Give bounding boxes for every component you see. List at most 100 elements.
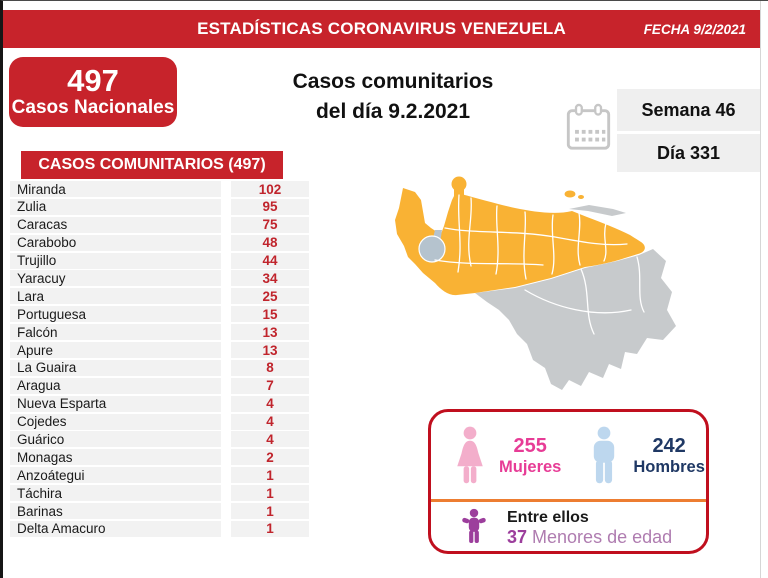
- women-label: Mujeres: [499, 457, 562, 476]
- table-row: Apure 13: [10, 342, 310, 359]
- column-gap: [221, 431, 231, 447]
- state-name: Anzoátegui: [10, 467, 221, 484]
- state-name: Aragua: [10, 377, 221, 394]
- column-gap: [221, 360, 231, 376]
- column-gap: [221, 449, 231, 465]
- women-group: 255 Mujeres: [453, 426, 561, 486]
- calendar-icon: [566, 103, 611, 150]
- table-row: Anzoátegui 1: [10, 467, 310, 484]
- column-gap: [221, 324, 231, 340]
- community-table-header: CASOS COMUNITARIOS (497): [21, 151, 283, 179]
- state-value: 48: [231, 234, 309, 251]
- header-date: FECHA 9/2/2021: [643, 21, 746, 37]
- table-row: Trujillo 44: [10, 252, 310, 269]
- state-value: 4: [231, 413, 309, 430]
- table-row: Delta Amacuro 1: [10, 520, 310, 537]
- column-gap: [221, 485, 231, 501]
- state-name: Portuguesa: [10, 306, 221, 323]
- state-name: Delta Amacuro: [10, 520, 221, 537]
- state-value: 2: [231, 449, 309, 466]
- men-label: Hombres: [633, 457, 705, 476]
- state-value: 4: [231, 431, 309, 448]
- table-row: La Guaira 8: [10, 359, 310, 376]
- state-name: Guárico: [10, 431, 221, 448]
- state-name: Miranda: [10, 181, 221, 197]
- column-gap: [221, 521, 231, 537]
- column-gap: [221, 306, 231, 322]
- state-value: 1: [231, 467, 309, 484]
- state-value: 8: [231, 359, 309, 376]
- table-row: Monagas 2: [10, 449, 310, 466]
- day-box: Día 331: [617, 134, 760, 172]
- table-row: Táchira 1: [10, 485, 310, 502]
- table-row: Nueva Esparta 4: [10, 395, 310, 412]
- column-gap: [221, 199, 231, 215]
- table-row: Yaracuy 34: [10, 270, 310, 287]
- orange-divider: [431, 499, 706, 502]
- state-name: Zulia: [10, 198, 221, 215]
- child-icon: [462, 508, 486, 543]
- table-row: Zulia 95: [10, 198, 310, 215]
- state-value: 1: [231, 520, 309, 537]
- minors-label: Menores de edad: [527, 527, 673, 547]
- map-margarita-island: [564, 190, 576, 198]
- national-cases-label: Casos Nacionales: [11, 97, 175, 118]
- map-paria-peninsula: [569, 205, 626, 216]
- table-row: Caracas 75: [10, 216, 310, 233]
- male-icon: [594, 426, 615, 483]
- state-value: 75: [231, 216, 309, 233]
- table-row: Miranda 102: [10, 181, 310, 197]
- table-row: Carabobo 48: [10, 234, 310, 251]
- page-right-edge: [760, 1, 761, 578]
- page-title: ESTADÍSTICAS CORONAVIRUS VENEZUELA: [197, 19, 566, 38]
- column-gap: [221, 235, 231, 251]
- men-group: 242 Hombres: [587, 426, 705, 486]
- table-row: Lara 25: [10, 288, 310, 305]
- column-gap: [221, 342, 231, 358]
- state-name: Cojedes: [10, 413, 221, 430]
- gender-top-row: 255 Mujeres 242 Hombres: [431, 412, 706, 499]
- national-cases-value: 497: [67, 63, 119, 98]
- column-gap: [221, 253, 231, 269]
- minors-value: 37: [507, 527, 528, 547]
- column-gap: [221, 378, 231, 394]
- map-unaffected-region: [475, 249, 676, 390]
- state-name: Barinas: [10, 503, 221, 520]
- minors-line: 37 Menores de edad: [507, 527, 672, 548]
- national-cases-chip: 497 Casos Nacionales: [9, 57, 177, 127]
- subtitle-line1: Casos comunitarios: [292, 70, 494, 93]
- column-gap: [221, 414, 231, 430]
- gender-stats-box: 255 Mujeres 242 Hombres: [428, 409, 709, 554]
- state-value: 44: [231, 252, 309, 269]
- minors-row: Entre ellos 37 Menores de edad: [431, 502, 706, 551]
- column-gap: [221, 270, 231, 286]
- week-box: Semana 46: [617, 89, 760, 131]
- state-name: Carabobo: [10, 234, 221, 251]
- state-value: 1: [231, 503, 309, 520]
- state-name: Lara: [10, 288, 221, 305]
- table-row: Falcón 13: [10, 324, 310, 341]
- state-value: 1: [231, 485, 309, 502]
- state-value: 7: [231, 377, 309, 394]
- table-row: Aragua 7: [10, 377, 310, 394]
- state-name: Caracas: [10, 216, 221, 233]
- state-name: Monagas: [10, 449, 221, 466]
- column-gap: [221, 503, 231, 519]
- map-state-borders: [434, 194, 645, 335]
- women-value: 255: [513, 434, 547, 457]
- column-gap: [221, 396, 231, 412]
- column-gap: [221, 288, 231, 304]
- state-value: 13: [231, 324, 309, 341]
- table-row: Barinas 1: [10, 503, 310, 520]
- venezuela-map: [395, 176, 676, 390]
- map-affected-region: [395, 188, 645, 296]
- state-value: 95: [231, 198, 309, 215]
- table-row: Portuguesa 15: [10, 306, 310, 323]
- state-value: 25: [231, 288, 309, 305]
- state-value: 102: [231, 181, 309, 197]
- minors-intro: Entre ellos: [507, 509, 589, 526]
- female-icon: [457, 426, 483, 483]
- state-name: Yaracuy: [10, 270, 221, 287]
- state-value: 34: [231, 270, 309, 287]
